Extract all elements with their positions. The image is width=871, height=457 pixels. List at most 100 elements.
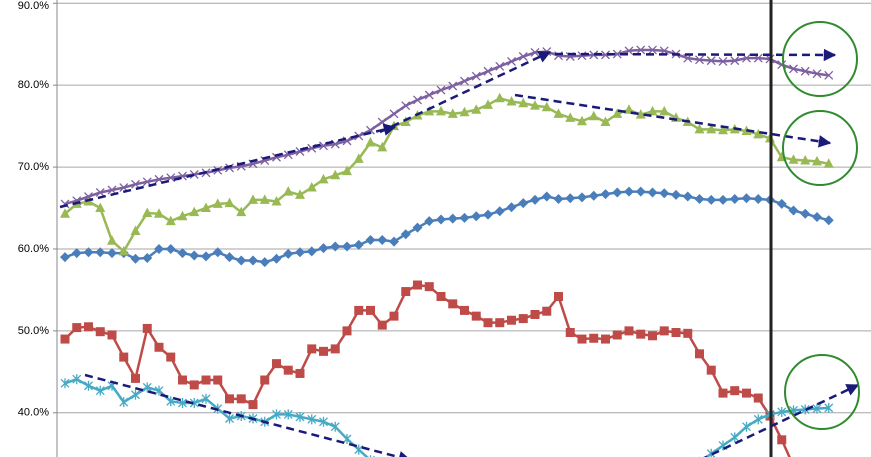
- marker: [295, 368, 305, 378]
- marker: [400, 116, 411, 127]
- marker: [400, 229, 411, 240]
- marker: [72, 323, 82, 333]
- marker: [530, 194, 540, 205]
- marker: [377, 117, 387, 127]
- marker: [131, 179, 140, 189]
- marker: [742, 421, 751, 432]
- highlight-circle: [782, 21, 858, 97]
- marker: [648, 45, 657, 55]
- marker: [307, 414, 317, 425]
- marker: [565, 112, 576, 122]
- marker: [636, 45, 646, 55]
- marker: [459, 106, 470, 117]
- trend-arrow: [84, 373, 412, 457]
- marker: [201, 375, 211, 385]
- marker: [824, 402, 834, 413]
- marker: [353, 239, 364, 250]
- marker: [518, 52, 528, 61]
- marker: [119, 352, 129, 362]
- marker: [436, 85, 446, 95]
- marker: [682, 191, 693, 202]
- marker: [107, 248, 117, 259]
- marker: [95, 247, 106, 258]
- marker: [95, 327, 105, 337]
- marker: [483, 209, 493, 220]
- marker: [84, 380, 93, 391]
- marker: [95, 202, 106, 213]
- marker: [471, 211, 482, 222]
- series-line: [64, 48, 829, 206]
- marker: [800, 208, 811, 219]
- marker: [694, 194, 705, 205]
- marker: [601, 50, 610, 60]
- marker: [823, 158, 834, 168]
- marker: [307, 344, 317, 354]
- marker: [706, 123, 717, 134]
- marker: [671, 328, 681, 338]
- marker: [659, 326, 669, 336]
- marker: [177, 248, 188, 259]
- marker: [424, 216, 435, 227]
- marker: [483, 318, 493, 328]
- marker: [459, 212, 470, 223]
- marker: [60, 208, 70, 218]
- marker: [84, 322, 93, 332]
- marker: [366, 305, 375, 315]
- marker: [60, 378, 70, 389]
- marker: [471, 311, 481, 321]
- marker: [189, 206, 200, 217]
- series: [60, 186, 834, 268]
- series: [60, 280, 791, 457]
- marker: [507, 56, 516, 66]
- marker: [542, 306, 552, 316]
- marker: [683, 328, 693, 338]
- marker: [365, 137, 376, 147]
- marker: [624, 104, 634, 114]
- marker: [530, 100, 540, 110]
- marker: [530, 309, 540, 319]
- marker: [812, 69, 822, 79]
- series: [60, 45, 834, 209]
- marker: [471, 104, 482, 114]
- marker: [636, 329, 646, 339]
- marker: [154, 208, 164, 218]
- trend-arrow: [703, 383, 860, 457]
- marker: [729, 194, 740, 205]
- marker: [812, 212, 822, 223]
- marker: [624, 326, 634, 336]
- marker: [753, 414, 763, 425]
- marker: [401, 101, 411, 111]
- marker: [695, 55, 704, 65]
- marker: [377, 320, 387, 330]
- marker: [142, 252, 153, 263]
- trend-arrow: [59, 123, 397, 209]
- series-line: [64, 283, 791, 457]
- marker: [165, 215, 176, 226]
- marker: [612, 330, 622, 340]
- marker: [460, 305, 469, 315]
- marker: [142, 382, 152, 393]
- marker: [189, 397, 199, 408]
- marker: [353, 153, 364, 163]
- marker: [354, 131, 364, 141]
- y-tick-label: 50.0%: [18, 325, 49, 337]
- marker: [201, 202, 211, 213]
- marker: [119, 397, 129, 408]
- y-tick-label: 40.0%: [18, 407, 49, 419]
- marker: [518, 314, 528, 324]
- marker: [225, 413, 234, 424]
- marker: [377, 141, 388, 152]
- marker: [413, 95, 422, 105]
- marker: [177, 210, 188, 221]
- marker: [248, 194, 258, 204]
- marker: [553, 108, 564, 118]
- marker: [730, 386, 740, 396]
- marker: [788, 154, 799, 164]
- marker: [389, 311, 399, 321]
- marker: [589, 333, 599, 343]
- trend-arrow: [554, 48, 837, 62]
- marker: [118, 245, 129, 256]
- marker: [283, 365, 293, 375]
- y-tick-label: 70.0%: [18, 161, 49, 173]
- marker: [507, 315, 516, 325]
